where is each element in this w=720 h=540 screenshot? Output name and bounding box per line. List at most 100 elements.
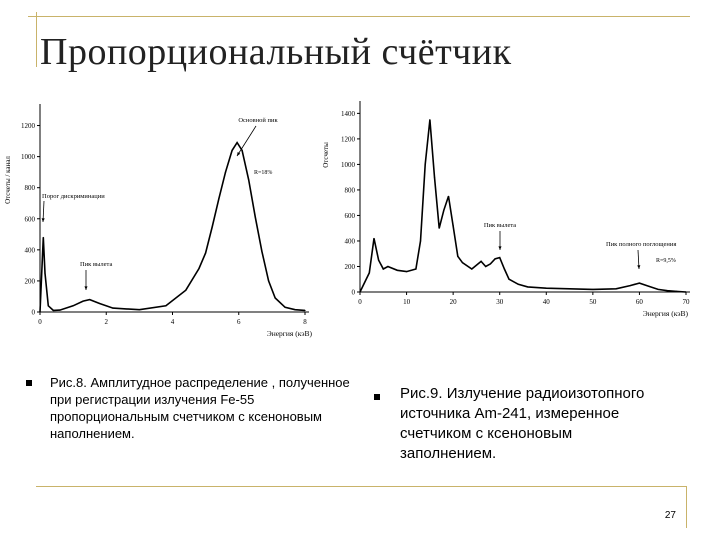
- data-point: [368, 272, 370, 274]
- data-point: [198, 267, 200, 270]
- data-point: [396, 269, 398, 271]
- data-point: [382, 268, 384, 270]
- data-point: [185, 289, 187, 291]
- data-point: [438, 227, 440, 229]
- y-axis-label: Отсчеты / канал: [4, 156, 12, 204]
- annotation: R=18%: [254, 170, 272, 176]
- y-tick-label: 400: [25, 246, 36, 254]
- data-point: [44, 272, 46, 274]
- annotation-arrowhead: [237, 152, 241, 156]
- data-point: [592, 288, 594, 291]
- x-tick-label: 0: [38, 318, 42, 326]
- x-axis-label: Энергия (кэВ): [267, 329, 313, 338]
- x-axis-label: Энергия (кэВ): [643, 309, 689, 318]
- y-tick-label: 200: [25, 277, 36, 285]
- y-tick-label: 0: [32, 309, 36, 317]
- data-point: [254, 216, 256, 218]
- y-tick-label: 800: [25, 184, 36, 192]
- y-tick-label: 400: [345, 237, 356, 245]
- data-point: [429, 119, 431, 121]
- data-point: [666, 290, 668, 292]
- data-point: [447, 195, 450, 197]
- x-tick-label: 50: [589, 298, 597, 306]
- data-point: [224, 171, 227, 173]
- y-tick-label: 1000: [341, 161, 356, 169]
- data-point: [503, 268, 505, 270]
- annotation-arrowhead: [498, 246, 502, 250]
- y-tick-label: 0: [352, 289, 356, 297]
- data-point: [485, 265, 487, 268]
- data-point: [261, 250, 263, 252]
- data-point: [373, 237, 375, 240]
- annotation-arrow: [236, 125, 257, 157]
- data-point: [615, 288, 617, 290]
- caption-right: Рис.9. Излучение радиоизотопного источни…: [400, 385, 645, 462]
- data-point: [405, 270, 408, 273]
- data-point: [42, 236, 44, 239]
- data-point: [99, 302, 101, 305]
- y-tick-label: 800: [345, 186, 356, 194]
- x-tick-label: 70: [683, 298, 691, 306]
- x-tick-label: 30: [496, 298, 504, 306]
- y-tick-label: 600: [25, 215, 36, 223]
- data-point: [494, 258, 496, 260]
- annotation: R=9,5%: [656, 258, 676, 264]
- data-point: [241, 149, 243, 151]
- x-tick-label: 60: [636, 298, 644, 306]
- y-axis-label: Отсчеты: [322, 142, 330, 168]
- chart-am241-spectrum: 0 10 20 30 40 50 60 70 0 200 400 600 800 1000 1200 1400…: [322, 101, 691, 318]
- bullet-left: [26, 380, 32, 386]
- bullet-right: [374, 394, 380, 400]
- data-point: [685, 291, 687, 293]
- data-point: [284, 306, 286, 308]
- data-point: [387, 265, 389, 268]
- annotation: Порог дискриминации: [42, 193, 105, 200]
- annotation-arrowhead: [41, 218, 45, 222]
- data-point: [52, 309, 54, 312]
- x-tick-label: 0: [358, 298, 362, 306]
- data-point: [452, 225, 454, 227]
- x-tick-label: 4: [171, 318, 175, 326]
- x-tick-label: 40: [543, 298, 551, 306]
- annotation-arrowhead: [637, 265, 641, 269]
- data-point: [47, 305, 49, 307]
- data-point: [457, 255, 459, 257]
- data-point: [248, 179, 250, 181]
- data-point: [568, 288, 571, 290]
- data-point: [138, 309, 140, 311]
- x-tick-label: 10: [403, 298, 411, 306]
- title-rule-vertical: [36, 12, 37, 67]
- annotation: Пик вылета: [80, 261, 112, 268]
- series-line: [39, 141, 306, 313]
- data-point: [294, 309, 296, 311]
- x-tick-label: 2: [105, 318, 109, 326]
- data-point: [89, 298, 91, 301]
- data-point: [499, 256, 501, 259]
- data-point: [480, 260, 482, 262]
- data-point: [424, 163, 426, 166]
- x-tick-label: 8: [303, 318, 307, 326]
- data-point: [205, 252, 207, 254]
- data-point: [359, 291, 361, 293]
- slide-title: Пропорциональный счётчик: [40, 31, 512, 73]
- footer-rule-horizontal: [36, 486, 686, 487]
- title-rule-horizontal: [28, 16, 690, 17]
- data-point: [433, 176, 436, 178]
- data-point: [304, 309, 306, 312]
- data-point: [471, 268, 473, 270]
- y-tick-label: 1400: [341, 110, 356, 118]
- data-point: [82, 300, 84, 302]
- data-point: [676, 290, 678, 292]
- chart-fe55-spectrum: 0 2 4 6 8 0 200 400 600 800 1000 1200 Энергия (кэВ) О…: [4, 104, 313, 338]
- y-tick-label: 200: [345, 263, 356, 271]
- data-point: [211, 225, 213, 228]
- data-point: [638, 282, 641, 284]
- data-point: [231, 149, 233, 151]
- data-point: [415, 268, 417, 270]
- y-tick-label: 1200: [341, 135, 356, 143]
- data-point: [165, 305, 167, 307]
- annotation: Пик полного поглощения: [606, 241, 676, 248]
- data-point: [378, 259, 380, 261]
- data-point: [508, 278, 510, 280]
- data-point: [39, 311, 41, 313]
